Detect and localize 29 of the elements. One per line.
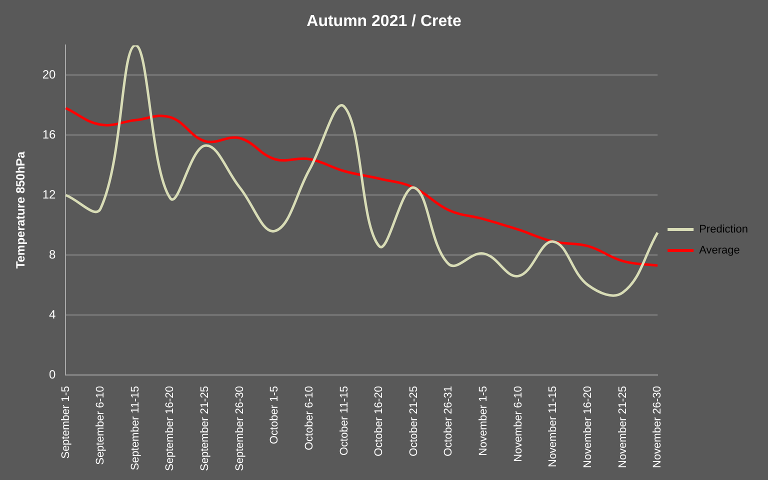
x-tick-label: October 1-5 [268,386,281,444]
x-tick-label: October 11-15 [338,386,350,456]
x-tick-label: September 16-20 [164,386,176,471]
x-tick-label: September 11-15 [129,386,142,470]
x-tick-label: November 6-10 [512,386,524,462]
y-tick-label: 20 [42,67,56,82]
line-series [64,106,659,267]
y-tick-label: 4 [49,307,56,322]
chart-title: Autumn 2021 / Crete [306,13,462,30]
y-tick-label: 16 [42,127,56,142]
y-tick-label: 0 [49,367,56,382]
x-tick-label: October 21-25 [408,386,420,456]
x-tick-label: September 6-10 [94,386,107,465]
x-tick-label: November 1-5 [478,386,490,456]
y-axis-title: Temperature 850hPa [14,151,28,269]
y-tick-label: 12 [42,187,56,202]
y-tick-label: 8 [49,247,56,262]
x-tick-label: October 6-10 [303,386,316,450]
legend-label: Prediction [699,224,748,236]
x-tick-label: November 16-20 [582,386,594,468]
x-tick-label: November 26-30 [652,386,664,468]
x-tick-label: September 1-5 [60,386,72,459]
x-tick-label: November 21-25 [616,386,629,468]
x-tick-label: October 16-20 [373,386,386,456]
x-tick-label: November 11-15 [547,386,560,468]
x-tick-label: September 21-25 [199,386,212,471]
x-tick-label: September 26-30 [234,386,246,471]
x-tick-label: October 26-31 [442,386,455,456]
legend-label: Average [699,244,740,257]
